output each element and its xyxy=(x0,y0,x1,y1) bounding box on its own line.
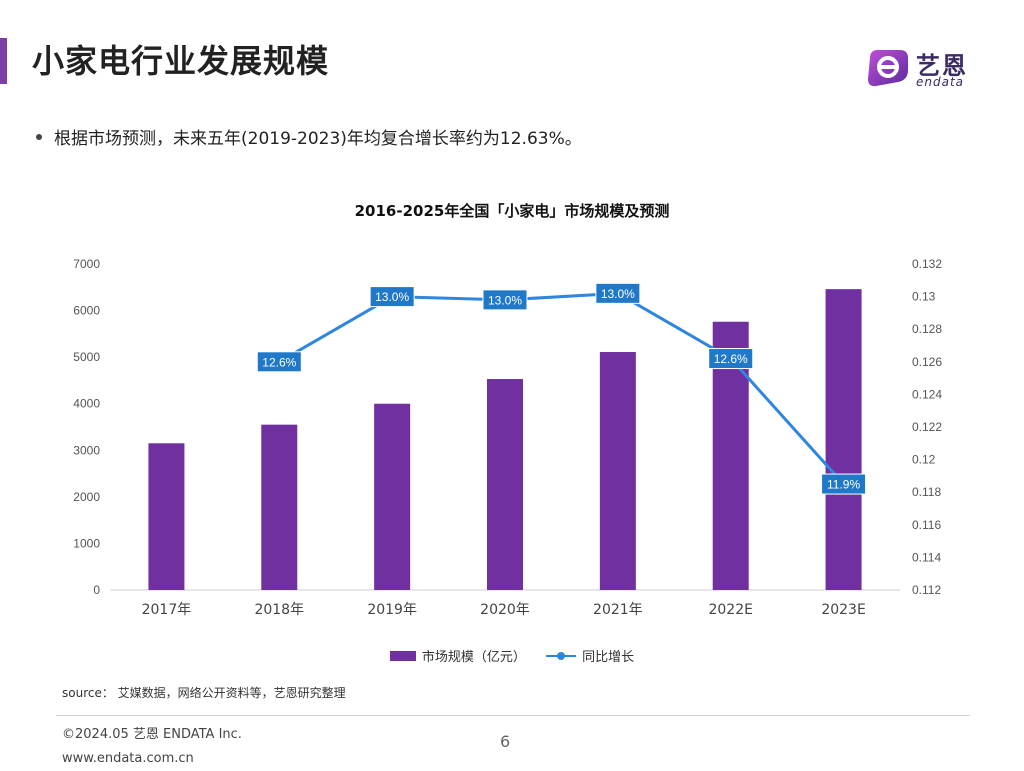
chart-title: 2016-2025年全国「小家电」市场规模及预测 xyxy=(354,202,670,220)
x-tick-label: 2022E xyxy=(708,602,752,618)
y-right-tick-label: 0.13 xyxy=(912,290,936,304)
source-note: source： 艾媒数据，网络公开资料等，艺恩研究整理 xyxy=(62,686,346,700)
data-label-growth: 13.0% xyxy=(375,290,409,304)
legend-label-market-size: 市场规模（亿元） xyxy=(421,650,526,665)
bar-market-size xyxy=(487,379,523,590)
y-left-tick-label: 4000 xyxy=(73,397,100,411)
y-right-tick-label: 0.114 xyxy=(912,550,941,564)
x-tick-label: 2020年 xyxy=(480,602,530,618)
data-label-box xyxy=(482,289,528,311)
y-right-tick-label: 0.126 xyxy=(912,355,942,369)
y-right-tick-label: 0.116 xyxy=(912,518,941,532)
data-label-box xyxy=(256,351,302,373)
data-label-box xyxy=(369,286,415,308)
endata-logo-icon xyxy=(868,50,908,87)
legend-bar-swatch xyxy=(389,650,416,661)
y-left-tick-label: 1000 xyxy=(73,536,100,550)
y-left-tick-label: 5000 xyxy=(73,350,100,364)
data-label-growth: 12.6% xyxy=(714,352,748,366)
bar-market-size xyxy=(599,352,636,590)
legend-item-market-size: 市场规模（亿元） xyxy=(389,646,526,665)
y-right-tick-label: 0.122 xyxy=(912,420,942,434)
logo-text-en: endata xyxy=(916,75,965,89)
x-tick-label: 2017年 xyxy=(142,602,192,618)
footer-copyright: ©2024.05 艺恩 ENDATA Inc. xyxy=(62,727,242,742)
y-left-tick-label: 0 xyxy=(93,583,100,597)
y-right-tick-label: 0.112 xyxy=(912,583,941,597)
y-left-tick-label: 7000 xyxy=(73,257,100,271)
data-label-growth: 13.0% xyxy=(601,287,635,301)
bar-market-size xyxy=(374,403,411,590)
chart-legend: 市场规模（亿元） 同比增长 xyxy=(0,646,1024,665)
data-label-growth: 12.6% xyxy=(262,355,296,369)
endata-logo: 艺恩 endata xyxy=(864,46,988,90)
bar-market-size xyxy=(148,443,185,590)
x-tick-label: 2021年 xyxy=(593,602,643,618)
legend-item-growth: 同比增长 xyxy=(546,646,634,665)
x-tick-label: 2023E xyxy=(821,602,865,618)
data-label-growth: 13.0% xyxy=(488,293,522,307)
summary-bullet: 根据市场预测，未来五年(2019-2023)年均复合增长率约为12.63%。 xyxy=(36,124,582,149)
summary-text: 根据市场预测，未来五年(2019-2023)年均复合增长率约为12.63%。 xyxy=(54,129,582,149)
y-right-tick-label: 0.118 xyxy=(912,485,941,499)
x-tick-label: 2018年 xyxy=(254,602,304,618)
x-tick-label: 2019年 xyxy=(367,602,417,618)
data-label-box xyxy=(821,473,867,495)
legend-label-growth: 同比增长 xyxy=(582,650,635,665)
bullet-dot-icon xyxy=(36,134,42,140)
data-label-box xyxy=(595,282,641,304)
combo-chart: 0 1000 2000 3000 4000 5000 6000 7000 0.112 0.114 0… xyxy=(73,257,942,618)
y-left-tick-label: 3000 xyxy=(73,443,100,457)
bar-market-size xyxy=(261,424,298,590)
data-label-box xyxy=(708,348,754,370)
data-label-growth: 11.9% xyxy=(827,478,860,492)
y-left-tick-label: 6000 xyxy=(73,304,100,318)
y-right-tick-label: 0.128 xyxy=(912,322,942,336)
y-right-tick-label: 0.124 xyxy=(912,387,942,401)
page-title: 小家电行业发展规模 xyxy=(32,42,330,80)
line-growth xyxy=(278,291,845,486)
y-right-tick-label: 0.132 xyxy=(912,257,942,271)
footer-divider xyxy=(56,715,970,716)
y-left-tick-label: 2000 xyxy=(73,490,100,504)
footer-info: ©2024.05 艺恩 ENDATA Inc. www.endata.com.c… xyxy=(62,723,242,771)
title-accent-bar xyxy=(0,38,7,84)
bar-market-size xyxy=(825,289,862,590)
legend-line-swatch xyxy=(546,651,577,661)
page-number: 6 xyxy=(500,732,511,751)
logo-text-cn: 艺恩 xyxy=(916,52,968,80)
y-right-tick-label: 0.12 xyxy=(912,453,936,467)
footer-website: www.endata.com.cn xyxy=(62,751,194,766)
